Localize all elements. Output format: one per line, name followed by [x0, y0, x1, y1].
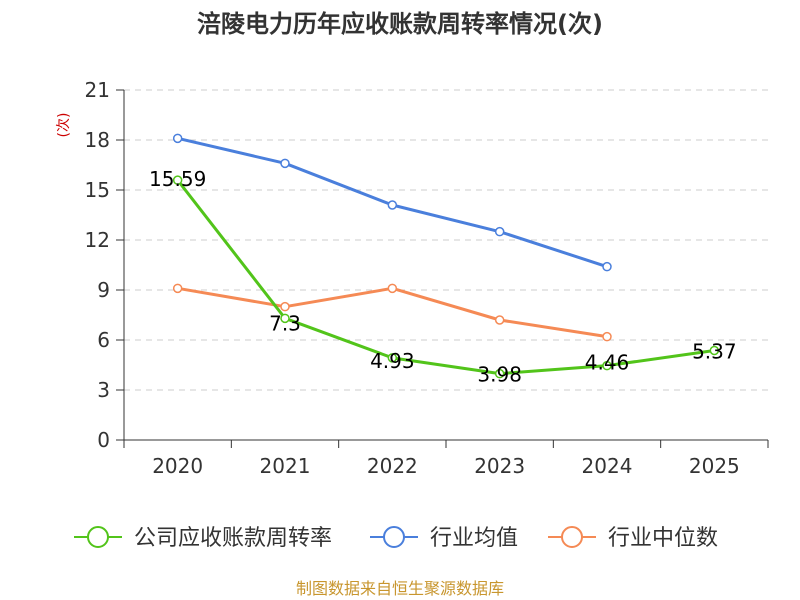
legend: 公司应收账款周转率 行业均值 行业中位数: [74, 526, 718, 551]
x-tick-label: 2020: [152, 454, 203, 478]
y-tick-label: 18: [85, 128, 110, 152]
data-label: 7.3: [269, 311, 301, 335]
legend-marker-1: [383, 526, 405, 548]
grid-lines: [124, 89, 768, 391]
axes: 0 3 6 9 12 15 18 21 2020 2021 2022 2023 2024 2025: [85, 78, 769, 478]
data-label: 3.98: [477, 363, 522, 387]
data-point-1: [172, 133, 183, 144]
legend-label: 公司应收账款周转率: [134, 526, 332, 551]
data-labels: 15.59 7.3 4.93 3.98 4.46 5.37: [149, 167, 737, 386]
data-point-1: [387, 200, 398, 210]
data-point-1: [280, 158, 290, 169]
legend-label: 行业均值: [430, 526, 518, 551]
x-tick-label: 2024: [582, 454, 633, 478]
data-label: 15.59: [149, 167, 206, 191]
data-point-0: [387, 353, 398, 363]
y-axis-label: (次): [56, 113, 72, 138]
data-label: 4.46: [585, 351, 630, 375]
data-point-2: [172, 283, 183, 294]
y-tick-label: 3: [97, 378, 110, 402]
data-point-2: [602, 331, 612, 342]
x-tick-label: 2023: [474, 454, 525, 478]
data-point-1: [602, 261, 612, 272]
y-tick-label: 0: [97, 428, 110, 452]
data-label: 5.37: [692, 340, 737, 364]
data-point-0: [172, 175, 183, 185]
legend-label: 行业中位数: [608, 526, 718, 551]
x-tick-label: 2025: [689, 454, 740, 478]
data-point-0: [709, 345, 720, 356]
data-point-0: [602, 360, 612, 371]
y-tick-label: 12: [85, 228, 110, 252]
legend-marker-0: [87, 526, 109, 548]
x-tick-label: 2021: [260, 454, 311, 478]
series-line-2: [177, 286, 608, 339]
data-point-2: [387, 283, 398, 294]
series-lines: [172, 133, 720, 379]
x-tick-label: 2022: [367, 454, 418, 478]
source-note: 制图数据来自恒生聚源数据库: [296, 579, 504, 598]
series-line-0: [176, 179, 715, 376]
y-tick-label: 6: [97, 328, 110, 352]
data-point-1: [494, 226, 505, 237]
chart-title: 涪陵电力历年应收账款周转率情况(次): [197, 10, 603, 38]
data-point-2: [494, 315, 505, 325]
y-tick-label: 15: [85, 178, 110, 202]
y-tick-label: 9: [97, 278, 110, 302]
data-point-0: [494, 368, 505, 379]
data-label: 4.93: [370, 349, 415, 373]
y-tick-label: 21: [85, 78, 110, 102]
data-point-2: [280, 301, 290, 312]
data-point-0: [280, 313, 290, 324]
legend-marker-2: [561, 526, 583, 548]
